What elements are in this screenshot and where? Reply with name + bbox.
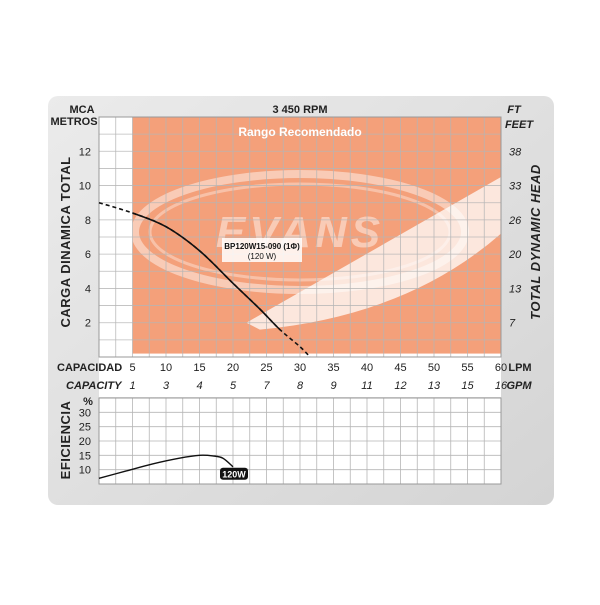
efficiency-tick-label: 10 [79, 465, 91, 477]
efficiency-tick-label: 15 [79, 450, 91, 462]
x-unit-gpm: GPM [506, 380, 532, 392]
y-right-tick-label: 20 [508, 249, 522, 261]
chart-title: 3 450 RPM [272, 104, 327, 116]
x-lpm-tick-label: 5 [129, 362, 135, 374]
y-left-tick-label: 12 [79, 146, 91, 158]
x-lpm-tick-label: 10 [160, 362, 172, 374]
model-label: BP120W15-090 (1Φ) [224, 242, 300, 251]
y-left-tick-label: 8 [85, 215, 91, 227]
y-left-tick-label: 2 [85, 318, 91, 330]
x-lpm-tick-label: 35 [327, 362, 339, 374]
series-badge-label: 120W [222, 469, 246, 479]
y-right-unit-2: FEET [505, 119, 534, 131]
x-gpm-tick-label: 1 [129, 380, 135, 392]
x-gpm-tick-label: 7 [263, 380, 270, 392]
efficiency-tick-label: 30 [79, 407, 91, 419]
x-lpm-tick-label: 60 [495, 362, 507, 374]
efficiency-tick-label: 20 [79, 436, 91, 448]
y-left-unit-1: MCA [69, 104, 94, 116]
x-gpm-tick-label: 8 [297, 380, 304, 392]
model-label-box: BP120W15-090 (1Φ) (120 W) [222, 238, 302, 262]
x-title-en: CAPACITY [66, 380, 123, 392]
y-right-tick-label: 33 [509, 181, 522, 193]
efficiency-tick-label: 25 [79, 422, 91, 434]
x-gpm-tick-label: 5 [230, 380, 237, 392]
x-lpm-tick-label: 55 [461, 362, 473, 374]
y-right-tick-label: 13 [509, 283, 522, 295]
efficiency-unit: % [83, 396, 93, 408]
x-unit-lpm: LPM [508, 362, 531, 374]
x-title-es: CAPACIDAD [57, 362, 122, 374]
recommended-range-label: Rango Recomendado [238, 125, 361, 139]
y-right-tick-label: 26 [508, 215, 522, 227]
x-gpm-tick-label: 11 [361, 380, 372, 392]
x-gpm-tick-label: 9 [330, 380, 336, 392]
y-right-title: TOTAL DYNAMIC HEAD [528, 164, 543, 320]
y-left-tick-label: 10 [79, 181, 91, 193]
series-badge: 120W [220, 468, 248, 480]
y-left-tick-label: 4 [85, 283, 91, 295]
x-gpm-tick-label: 13 [428, 380, 441, 392]
y-right-unit-1: FT [507, 104, 522, 116]
x-lpm-tick-label: 25 [260, 362, 272, 374]
y-left-unit-2: METROS [50, 116, 97, 128]
x-lpm-tick-label: 30 [294, 362, 306, 374]
x-lpm-tick-label: 40 [361, 362, 373, 374]
x-gpm-tick-label: 16 [495, 380, 508, 392]
x-lpm-tick-label: 20 [227, 362, 239, 374]
x-lpm-tick-label: 45 [394, 362, 406, 374]
efficiency-title: EFICIENCIA [58, 401, 73, 480]
x-gpm-tick-label: 4 [196, 380, 202, 392]
x-lpm-tick-label: 50 [428, 362, 440, 374]
y-left-title: CARGA DINAMICA TOTAL [58, 156, 73, 327]
x-gpm-tick-label: 12 [394, 380, 406, 392]
x-lpm-tick-label: 15 [193, 362, 205, 374]
x-gpm-tick-label: 15 [461, 380, 474, 392]
y-right-tick-label: 7 [509, 318, 516, 330]
y-right-tick-label: 38 [509, 146, 522, 158]
y-left-tick-label: 6 [85, 249, 91, 261]
x-gpm-tick-label: 3 [163, 380, 170, 392]
power-label: (120 W) [248, 252, 277, 261]
